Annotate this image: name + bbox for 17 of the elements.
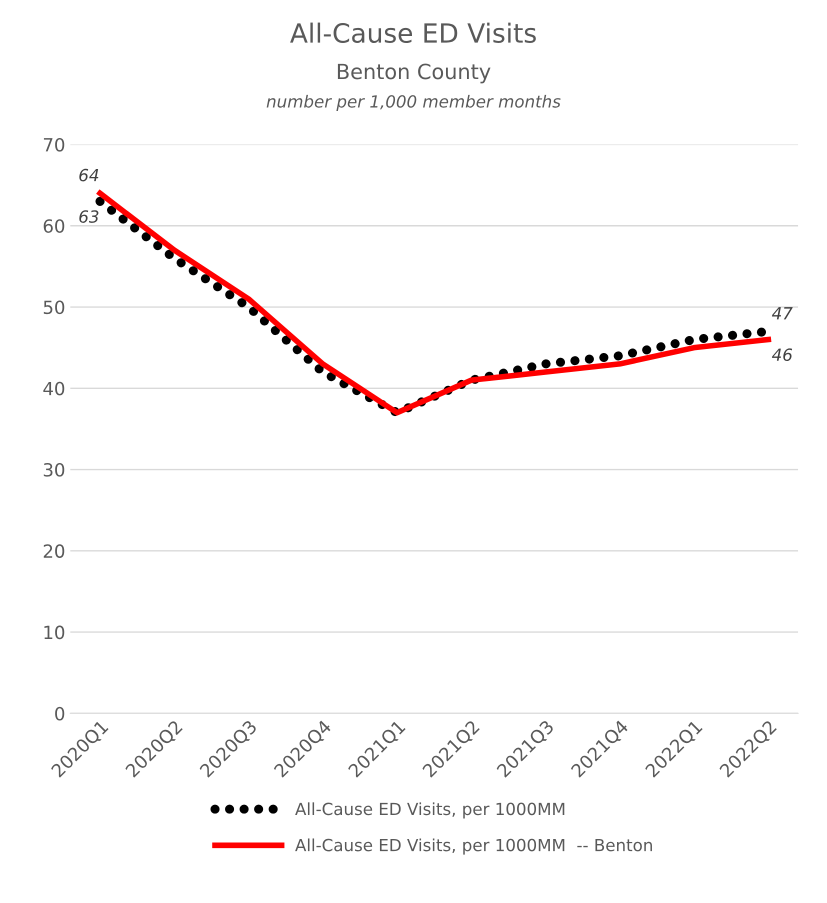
y-tick-label: 60 [44, 219, 64, 233]
data-label: 63 [79, 210, 98, 223]
data-label: 47 [772, 307, 793, 320]
legend-label: All-Cause ED Visits, per 1000MM -- Benton [295, 838, 652, 855]
y-tick-label: 40 [43, 382, 64, 396]
data-label: 64 [79, 168, 98, 182]
y-tick-label: 70 [44, 138, 64, 152]
chart-subtitle: Benton County [338, 64, 491, 84]
y-tick-label: 10 [44, 626, 64, 640]
y-tick-label: 20 [44, 544, 64, 558]
y-tick-label: 30 [44, 463, 64, 477]
y-tick-label: 0 [55, 706, 64, 720]
chart-title: All-Cause ED Visits [290, 22, 536, 43]
data-label: 46 [772, 348, 792, 362]
legend-label: All-Cause ED Visits, per 1000MM [295, 802, 564, 818]
y-tick-label: 50 [44, 300, 64, 314]
text: number per 1,000 member months [266, 94, 561, 111]
